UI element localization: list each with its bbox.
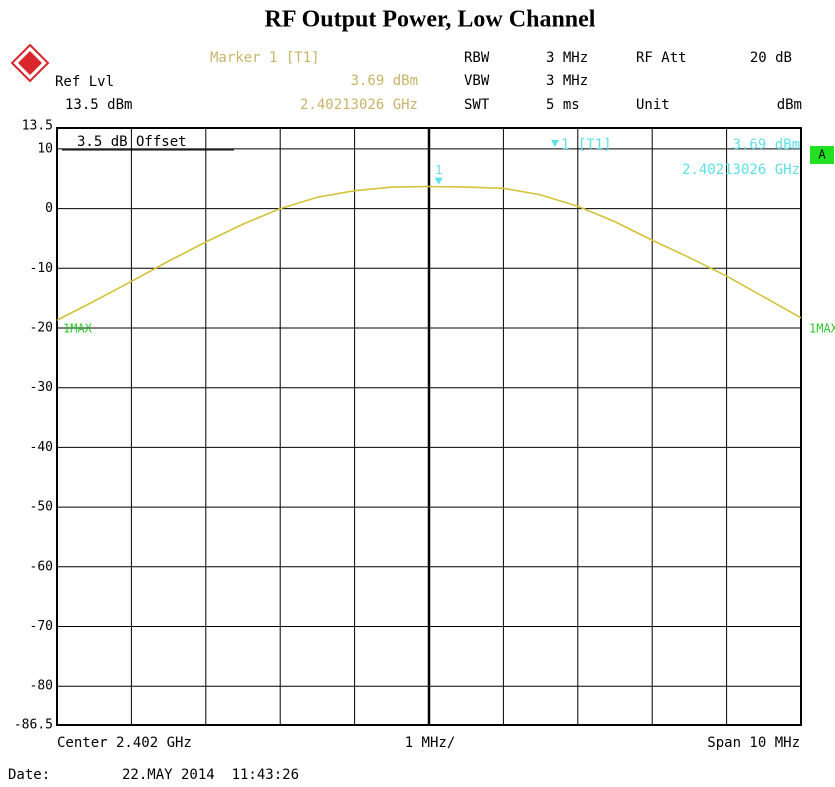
marker-tag-icon <box>551 140 559 147</box>
rbw-label: RBW <box>464 50 490 66</box>
logo <box>10 43 50 83</box>
y-tick-label: -20 <box>30 320 53 335</box>
footer-div: 1 MHz/ <box>405 735 456 751</box>
y-tick-label: -40 <box>30 440 53 455</box>
swt-value: 5 ms <box>546 97 580 113</box>
y-tick-label: -60 <box>30 559 53 574</box>
y-tick-label: -70 <box>30 619 53 634</box>
marker-value: 3.69 dBm <box>351 73 418 89</box>
marker-tag: 1 [T1] <box>561 137 612 153</box>
ref-value: 13.5 dBm <box>65 97 132 113</box>
footer-span: Span 10 MHz <box>707 735 800 751</box>
status-badge-bg <box>810 146 834 164</box>
y-tick-label: 0 <box>45 201 53 216</box>
att-value: 20 dB <box>750 50 792 66</box>
y-tick-label: -10 <box>30 261 53 276</box>
offset-note: 3.5 dB Offset <box>77 134 187 150</box>
marker-tag-value: 3.69 dBm <box>733 137 800 153</box>
chart-title: RF Output Power, Low Channel <box>265 7 596 33</box>
unit-value: dBm <box>777 97 802 113</box>
swt-label: SWT <box>464 97 490 113</box>
y-tick-label: 10 <box>37 141 53 156</box>
y-tick-label: -80 <box>30 679 53 694</box>
y-tick-label: -86.5 <box>14 718 53 733</box>
date-label: Date: <box>8 767 50 783</box>
y-tick-label: -50 <box>30 500 53 515</box>
trace-label: 1MAX <box>809 322 835 336</box>
marker-triangle <box>434 177 443 185</box>
y-tick-label: 13.5 <box>22 119 53 134</box>
vbw-value: 3 MHz <box>546 73 588 89</box>
unit-label: Unit <box>636 97 670 113</box>
trace <box>56 185 802 321</box>
vbw-label: VBW <box>464 73 490 89</box>
rbw-value: 3 MHz <box>546 50 588 66</box>
att-label: RF Att <box>636 50 687 66</box>
status-badge: A <box>818 148 826 162</box>
ref-label: Ref Lvl <box>55 74 114 90</box>
footer-center: Center 2.402 GHz <box>57 735 192 751</box>
plot-frame <box>56 127 802 726</box>
y-tick-label: -30 <box>30 380 53 395</box>
marker-freq: 2.40213026 GHz <box>300 97 418 113</box>
date: 22.MAY 2014 11:43:26 <box>122 767 299 783</box>
marker-name: 1 <box>435 163 442 177</box>
marker-tag-freq: 2.40213026 GHz <box>682 162 800 178</box>
trace-label: 1MAX <box>63 322 93 336</box>
marker-title: Marker 1 [T1] <box>210 50 320 66</box>
